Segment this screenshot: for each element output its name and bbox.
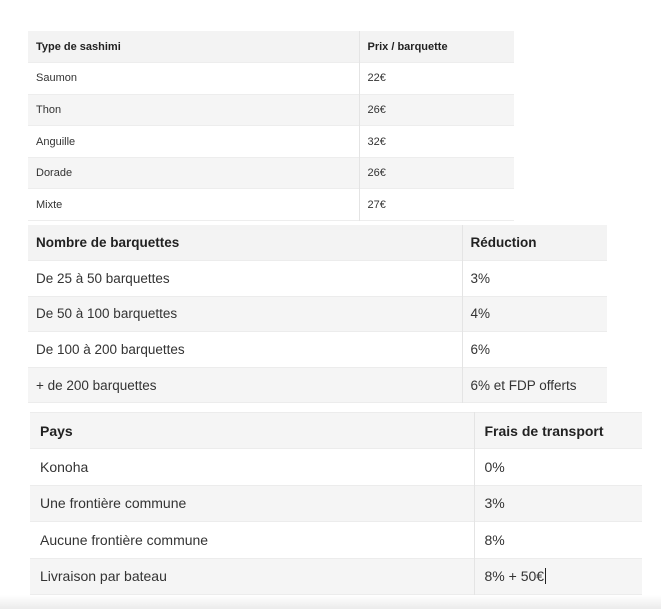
table-row: Une frontière commune 3%	[30, 485, 642, 522]
cell-country[interactable]: Livraison par bateau	[30, 558, 475, 595]
table-header-row: Pays Frais de transport	[30, 412, 642, 449]
table-header-row: Nombre de barquettes Réduction	[28, 225, 607, 261]
cell-type[interactable]: Mixte	[28, 188, 360, 221]
column-header-quantity: Nombre de barquettes	[28, 225, 463, 261]
table-row: Mixte 27€	[28, 188, 514, 221]
column-header-price: Prix / barquette	[359, 31, 514, 63]
table-row: Konoha 0%	[30, 448, 642, 486]
sashimi-price-table: Type de sashimi Prix / barquette Saumon …	[28, 31, 514, 221]
table-row: De 25 à 50 barquettes 3%	[28, 260, 607, 297]
column-header-reduction: Réduction	[462, 225, 607, 261]
table-row: Saumon 22€	[28, 62, 514, 95]
table-row: + de 200 barquettes 6% et FDP offerts	[28, 367, 607, 403]
cell-transport-fee-editing[interactable]: 8% + 50€	[474, 558, 642, 595]
table-row: Livraison par bateau 8% + 50€	[30, 558, 642, 595]
table-row: Dorade 26€	[28, 157, 514, 189]
cell-price[interactable]: 26€	[359, 157, 514, 189]
cell-price[interactable]: 32€	[367, 135, 386, 148]
cell-quantity[interactable]: + de 200 barquettes	[28, 367, 463, 403]
cell-transport-fee[interactable]: 3%	[474, 485, 642, 522]
table-row: De 50 à 100 barquettes 4%	[28, 296, 607, 332]
cell-transport-fee-text: 8% + 50€	[484, 568, 545, 585]
cell-reduction[interactable]: 6% et FDP offerts	[462, 367, 607, 403]
table-row: Aucune frontière commune 8%	[30, 521, 642, 559]
bottom-edge-shadow	[0, 595, 661, 609]
table-header-row: Type de sashimi Prix / barquette	[28, 31, 514, 63]
column-header-transport-fee: Frais de transport	[474, 412, 642, 449]
table-row: Thon 26€	[28, 94, 514, 126]
text-cursor	[545, 568, 547, 585]
cell-reduction[interactable]: 4%	[462, 296, 607, 332]
cell-reduction[interactable]: 6%	[470, 342, 491, 358]
column-header-country: Pays	[30, 412, 475, 449]
cell-type[interactable]: Anguille	[28, 125, 360, 158]
cell-price[interactable]: 22€	[367, 72, 386, 85]
cell-price[interactable]: 27€	[367, 198, 386, 211]
reduction-table: Nombre de barquettes Réduction De 25 à 5…	[28, 225, 607, 403]
table-row: De 100 à 200 barquettes 6%	[28, 331, 607, 368]
cell-reduction[interactable]: 3%	[470, 270, 491, 286]
column-header-type: Type de sashimi	[28, 31, 360, 63]
cell-country[interactable]: Konoha	[30, 448, 475, 486]
cell-price[interactable]: 26€	[359, 94, 514, 126]
table-row: Anguille 32€	[28, 125, 514, 158]
cell-quantity[interactable]: De 100 à 200 barquettes	[28, 331, 463, 368]
cell-type[interactable]: Saumon	[28, 62, 360, 95]
cell-quantity[interactable]: De 50 à 100 barquettes	[28, 296, 463, 332]
cell-country[interactable]: Une frontière commune	[30, 485, 475, 522]
cell-country[interactable]: Aucune frontière commune	[30, 521, 475, 559]
cell-transport-fee[interactable]: 8%	[484, 531, 505, 548]
cell-type[interactable]: Dorade	[28, 157, 360, 189]
transport-fees-table: Pays Frais de transport Konoha 0% Une fr…	[30, 412, 642, 595]
cell-quantity[interactable]: De 25 à 50 barquettes	[28, 260, 463, 297]
cell-type[interactable]: Thon	[28, 94, 360, 126]
cell-transport-fee[interactable]: 0%	[484, 459, 505, 476]
